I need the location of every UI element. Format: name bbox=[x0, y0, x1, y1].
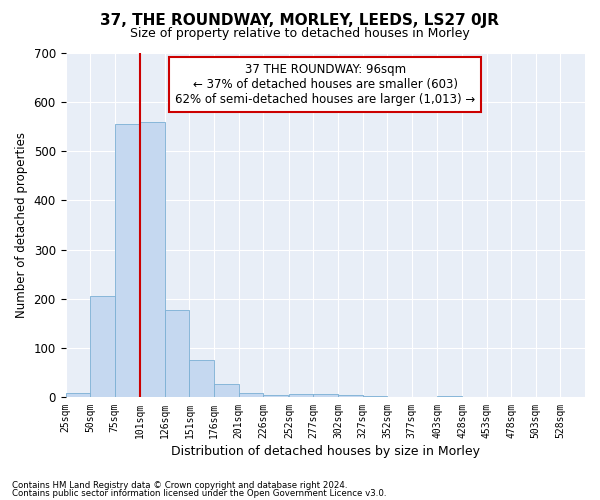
Text: Contains HM Land Registry data © Crown copyright and database right 2024.: Contains HM Land Registry data © Crown c… bbox=[12, 481, 347, 490]
Bar bbox=[239, 392, 263, 398]
Bar bbox=[65, 392, 90, 398]
Text: Size of property relative to detached houses in Morley: Size of property relative to detached ho… bbox=[130, 26, 470, 40]
Text: 37, THE ROUNDWAY, MORLEY, LEEDS, LS27 0JR: 37, THE ROUNDWAY, MORLEY, LEEDS, LS27 0J… bbox=[101, 12, 499, 28]
X-axis label: Distribution of detached houses by size in Morley: Distribution of detached houses by size … bbox=[171, 444, 480, 458]
Bar bbox=[90, 296, 115, 398]
Bar bbox=[362, 396, 387, 398]
Text: Contains public sector information licensed under the Open Government Licence v3: Contains public sector information licen… bbox=[12, 488, 386, 498]
Bar bbox=[289, 394, 313, 398]
Bar bbox=[313, 394, 338, 398]
Bar bbox=[214, 384, 239, 398]
Bar bbox=[437, 396, 462, 398]
Bar bbox=[263, 395, 288, 398]
Bar bbox=[338, 395, 362, 398]
Bar bbox=[165, 310, 190, 398]
Bar bbox=[140, 122, 165, 398]
Y-axis label: Number of detached properties: Number of detached properties bbox=[15, 132, 28, 318]
Bar bbox=[115, 124, 139, 398]
Text: 37 THE ROUNDWAY: 96sqm
← 37% of detached houses are smaller (603)
62% of semi-de: 37 THE ROUNDWAY: 96sqm ← 37% of detached… bbox=[175, 63, 475, 106]
Bar bbox=[190, 360, 214, 398]
